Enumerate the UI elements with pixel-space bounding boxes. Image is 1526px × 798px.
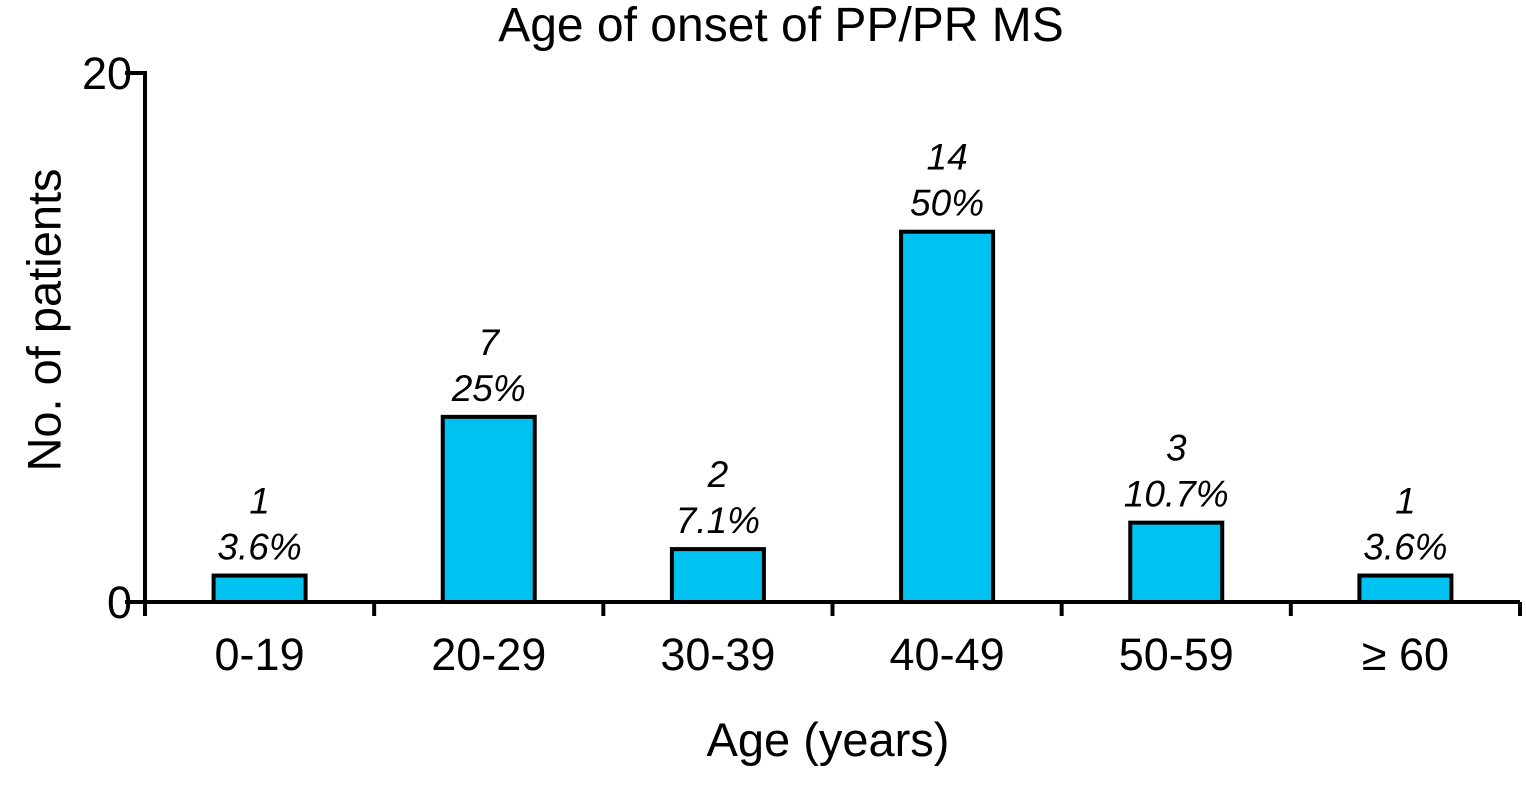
bar-percent-label: 25%	[451, 368, 526, 409]
bar	[1128, 520, 1225, 605]
bar-count-label: 3	[1166, 428, 1187, 469]
bar	[1357, 573, 1454, 604]
x-category-label: 50-59	[1119, 629, 1234, 680]
bar-percent-label: 3.6%	[1363, 527, 1447, 568]
bar-percent-label: 7.1%	[676, 500, 760, 541]
bar	[211, 573, 308, 604]
x-category-label: 0-19	[215, 629, 305, 680]
bar	[669, 547, 766, 604]
bar-count-label: 1	[1395, 481, 1416, 522]
bar-count-label: 1	[249, 481, 270, 522]
bar-count-label: 7	[478, 322, 500, 363]
y-tick-label: 20	[82, 48, 132, 99]
x-category-label: 40-49	[890, 629, 1005, 680]
x-category-label: 20-29	[431, 629, 546, 680]
bar-percent-label: 3.6%	[217, 527, 301, 568]
x-category-label: 30-39	[660, 629, 775, 680]
x-category-label: ≥ 60	[1362, 629, 1449, 680]
bar-percent-label: 10.7%	[1124, 474, 1229, 515]
bar-count-label: 14	[927, 137, 968, 178]
x-axis-label: Age (years)	[706, 713, 950, 766]
y-tick-label: 0	[107, 577, 132, 628]
bar	[440, 414, 537, 604]
bar	[899, 229, 996, 604]
chart-title: Age of onset of PP/PR MS	[498, 0, 1064, 52]
bar-percent-label: 50%	[910, 183, 984, 224]
bar-count-label: 2	[707, 454, 729, 495]
